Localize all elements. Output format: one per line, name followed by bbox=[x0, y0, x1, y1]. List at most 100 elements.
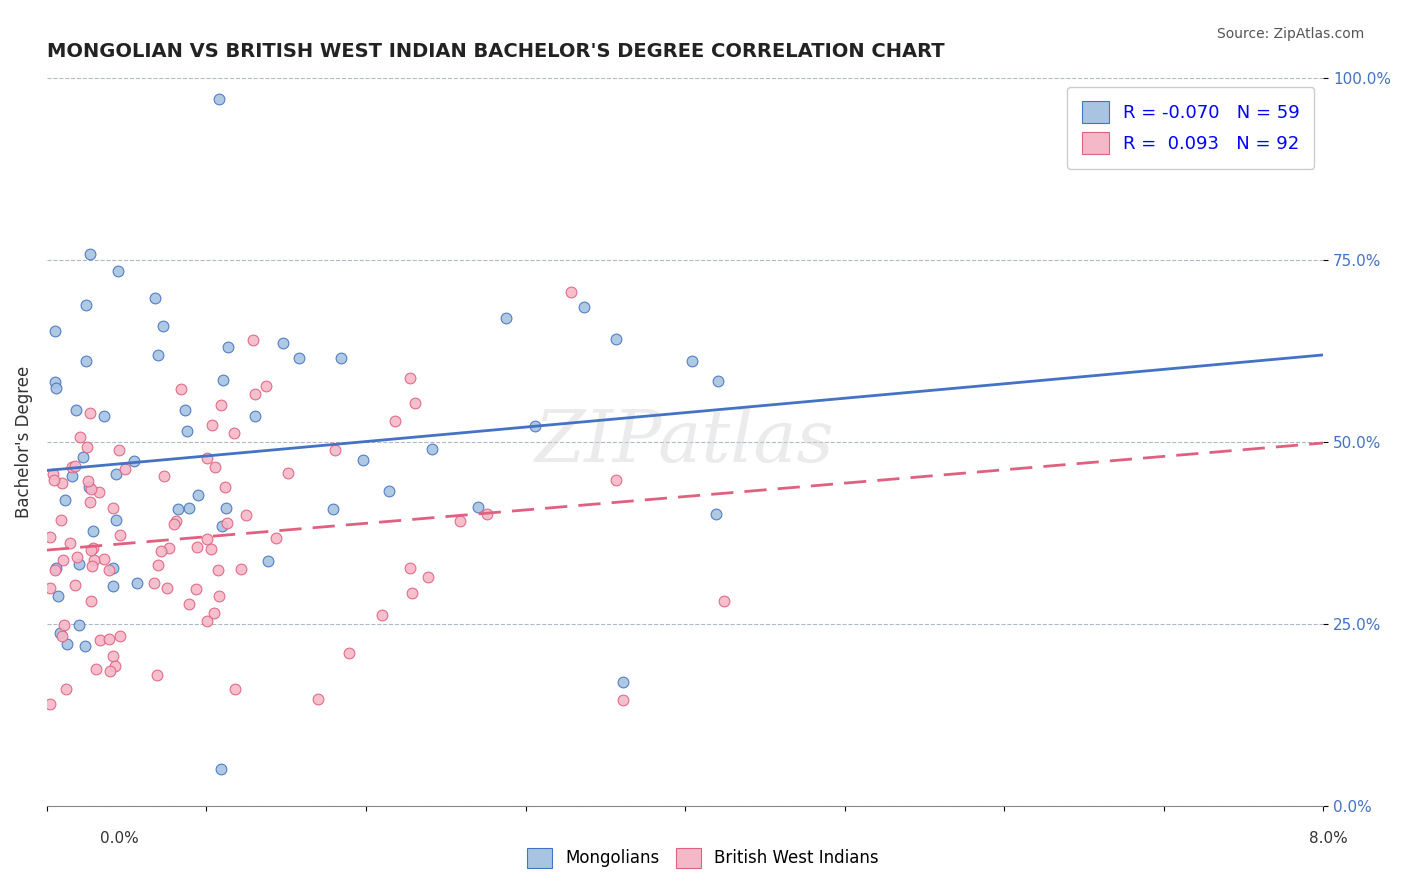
Point bbox=[93, 552, 115, 566]
Point bbox=[39, 698, 62, 712]
Point bbox=[79, 482, 101, 496]
Point bbox=[179, 500, 201, 515]
Point bbox=[399, 561, 422, 575]
Point bbox=[209, 762, 232, 776]
Point bbox=[352, 453, 374, 467]
Point bbox=[271, 335, 294, 350]
Point bbox=[163, 517, 186, 532]
Point bbox=[60, 469, 83, 483]
Point bbox=[370, 607, 392, 622]
Point bbox=[45, 381, 67, 395]
Point bbox=[243, 387, 266, 401]
Point bbox=[87, 484, 110, 499]
Point bbox=[63, 459, 86, 474]
Point bbox=[195, 614, 218, 628]
Point bbox=[79, 495, 101, 509]
Point bbox=[101, 579, 124, 593]
Point bbox=[224, 681, 246, 696]
Point bbox=[681, 353, 703, 368]
Point bbox=[108, 629, 131, 643]
Point bbox=[145, 668, 167, 682]
Point bbox=[77, 480, 100, 494]
Point bbox=[243, 409, 266, 424]
Point bbox=[217, 516, 239, 530]
Point bbox=[97, 632, 120, 647]
Point bbox=[288, 351, 311, 366]
Point bbox=[307, 692, 329, 706]
Point bbox=[55, 636, 77, 650]
Point bbox=[51, 629, 73, 643]
Point bbox=[49, 513, 72, 527]
Point bbox=[108, 528, 131, 542]
Point bbox=[75, 298, 97, 312]
Point bbox=[330, 351, 353, 365]
Point bbox=[98, 563, 121, 577]
Text: MONGOLIAN VS BRITISH WEST INDIAN BACHELOR'S DEGREE CORRELATION CHART: MONGOLIAN VS BRITISH WEST INDIAN BACHELO… bbox=[46, 42, 945, 61]
Point bbox=[224, 425, 246, 440]
Point bbox=[235, 508, 257, 523]
Point bbox=[150, 543, 173, 558]
Point bbox=[706, 375, 728, 389]
Point bbox=[125, 576, 148, 591]
Point bbox=[49, 626, 72, 640]
Point bbox=[63, 578, 86, 592]
Point bbox=[82, 541, 104, 556]
Point bbox=[208, 92, 231, 106]
Point bbox=[524, 419, 547, 434]
Point bbox=[52, 618, 75, 632]
Point bbox=[277, 467, 299, 481]
Point bbox=[337, 647, 360, 661]
Point bbox=[46, 589, 69, 603]
Point bbox=[67, 617, 90, 632]
Point bbox=[176, 424, 198, 438]
Point bbox=[60, 459, 83, 474]
Point bbox=[204, 460, 226, 475]
Point bbox=[179, 597, 201, 611]
Point bbox=[80, 558, 103, 573]
Point bbox=[186, 540, 208, 554]
Point bbox=[39, 530, 62, 544]
Point bbox=[174, 402, 197, 417]
Point bbox=[200, 541, 222, 556]
Point bbox=[83, 553, 105, 567]
Point bbox=[207, 563, 229, 577]
Point bbox=[82, 524, 104, 538]
Point bbox=[211, 519, 233, 533]
Point bbox=[713, 594, 735, 608]
Point bbox=[572, 300, 595, 314]
Point bbox=[195, 451, 218, 466]
Point bbox=[89, 632, 111, 647]
Point bbox=[254, 379, 277, 393]
Point bbox=[93, 409, 115, 424]
Point bbox=[42, 473, 65, 487]
Point bbox=[560, 285, 582, 299]
Point bbox=[65, 402, 87, 417]
Point bbox=[152, 469, 174, 483]
Point bbox=[214, 480, 236, 494]
Point bbox=[148, 558, 170, 572]
Point bbox=[101, 561, 124, 575]
Point bbox=[143, 291, 166, 305]
Point bbox=[101, 500, 124, 515]
Legend: Mongolians, British West Indians: Mongolians, British West Indians bbox=[520, 841, 886, 875]
Point bbox=[420, 442, 443, 456]
Point bbox=[157, 541, 180, 555]
Point bbox=[107, 264, 129, 278]
Point bbox=[323, 443, 346, 458]
Point bbox=[256, 554, 278, 568]
Point bbox=[39, 581, 62, 595]
Point bbox=[52, 553, 75, 567]
Point bbox=[170, 382, 193, 396]
Point bbox=[404, 395, 426, 409]
Y-axis label: Bachelor's Degree: Bachelor's Degree bbox=[15, 366, 32, 517]
Point bbox=[208, 589, 231, 603]
Point bbox=[401, 586, 423, 600]
Point bbox=[495, 311, 517, 326]
Point bbox=[42, 467, 65, 481]
Point bbox=[217, 340, 239, 354]
Point bbox=[156, 582, 179, 596]
Point bbox=[84, 662, 107, 676]
Point bbox=[122, 454, 145, 468]
Point bbox=[612, 693, 634, 707]
Point bbox=[98, 664, 121, 678]
